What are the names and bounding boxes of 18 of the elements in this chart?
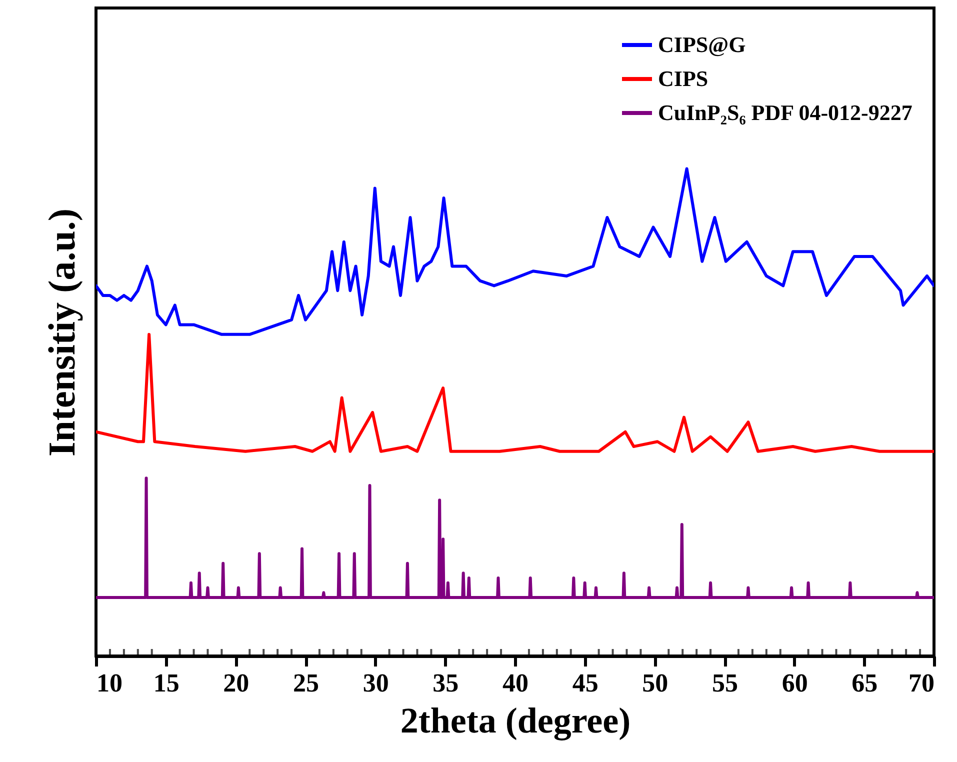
x-tick-label: 50	[642, 668, 668, 698]
x-tick-label: 10	[96, 668, 122, 698]
legend-label: CuInP₂S₆ PDF 04-012-9227	[658, 100, 912, 125]
x-tick-label: 30	[362, 668, 389, 698]
x-tick-label: 40	[502, 668, 528, 698]
x-tick-label: 20	[223, 668, 250, 698]
y-axis-title: Intensitiy (a.u.)	[42, 208, 84, 457]
x-tick-label: 65	[852, 668, 878, 698]
x-tick-label: 35	[432, 668, 459, 698]
x-tick-label: 45	[572, 668, 598, 698]
x-tick-label: 60	[782, 668, 808, 698]
x-axis-title: 2theta (degree)	[400, 700, 631, 740]
x-tick-label: 15	[153, 668, 180, 698]
legend-label: CIPS@G	[658, 32, 746, 57]
x-tick-label: 55	[712, 668, 738, 698]
x-tick-label: 70	[908, 668, 934, 698]
legend-label: CIPS	[658, 66, 708, 91]
x-tick-label: 25	[293, 668, 319, 698]
